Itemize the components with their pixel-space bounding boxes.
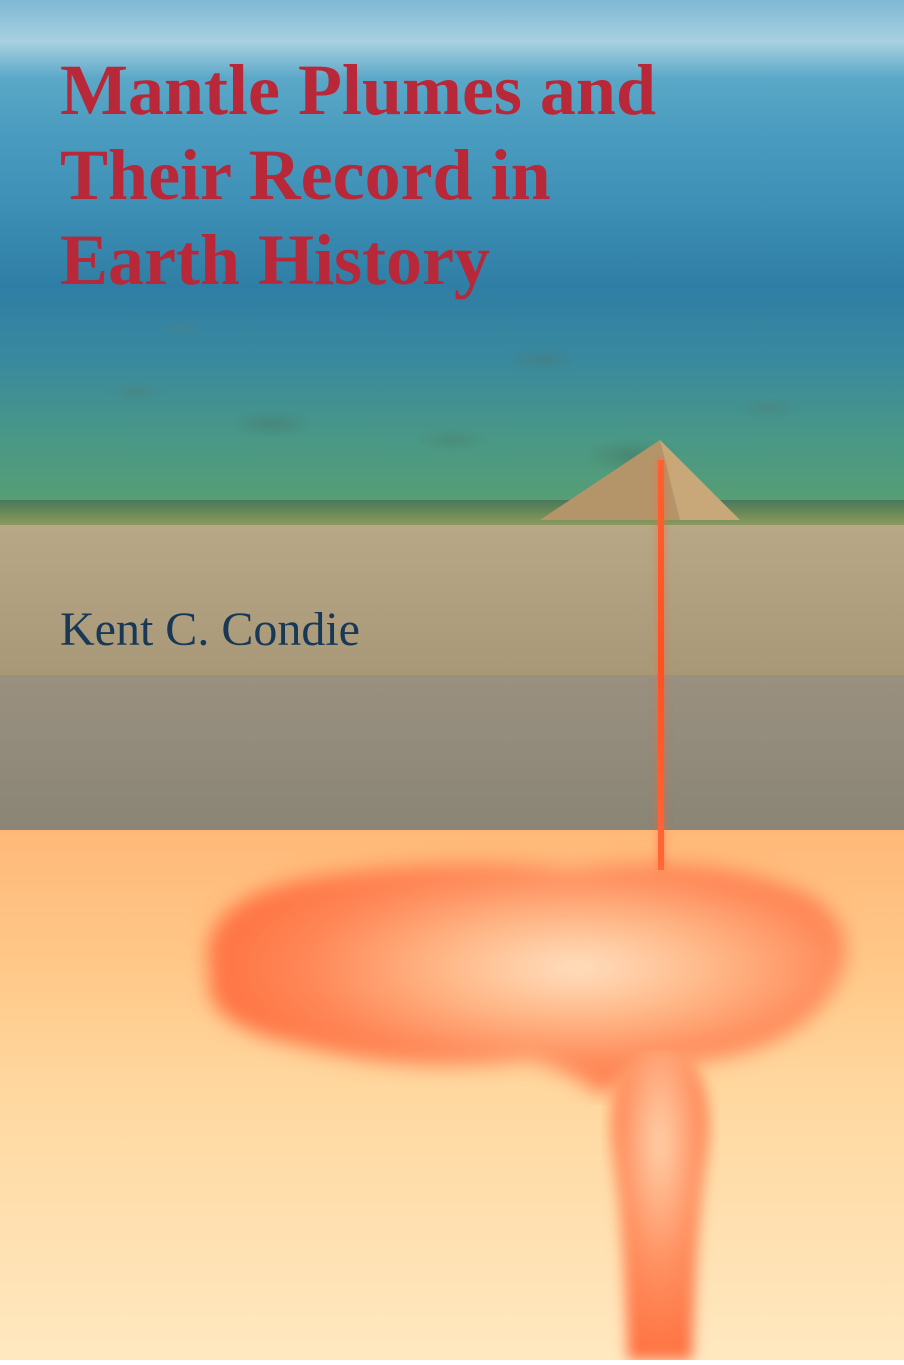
book-title: Mantle Plumes and Their Record in Earth … [60, 48, 864, 303]
crust-lower-layer [0, 675, 904, 830]
title-line-1: Mantle Plumes and [60, 48, 864, 133]
magma-conduit [658, 460, 664, 870]
author-name: Kent C. Condie [60, 602, 360, 657]
plume-head [150, 835, 870, 1105]
book-cover: Mantle Plumes and Their Record in Earth … [0, 0, 904, 1360]
plume-tail [590, 1050, 730, 1360]
ridge-line [0, 500, 904, 525]
title-line-3: Earth History [60, 218, 864, 303]
title-line-2: Their Record in [60, 133, 864, 218]
